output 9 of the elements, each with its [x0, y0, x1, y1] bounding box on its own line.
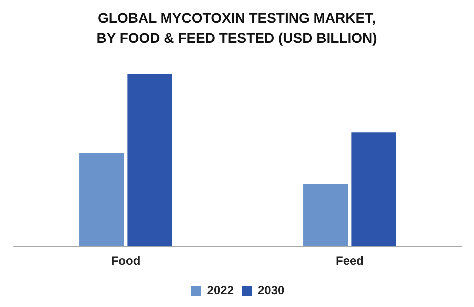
x-tick-label: Feed	[336, 254, 364, 268]
bar	[304, 184, 348, 247]
bar	[80, 153, 124, 247]
x-tick-label: Food	[111, 254, 141, 268]
chart-title: GLOBAL MYCOTOXIN TESTING MARKET, BY FOOD & FEED TESTED (USD BILLION)	[96, 9, 378, 48]
legend-label: 2022	[207, 283, 234, 298]
legend-label: 2030	[258, 283, 286, 298]
bar	[352, 132, 396, 247]
bar	[128, 74, 172, 247]
